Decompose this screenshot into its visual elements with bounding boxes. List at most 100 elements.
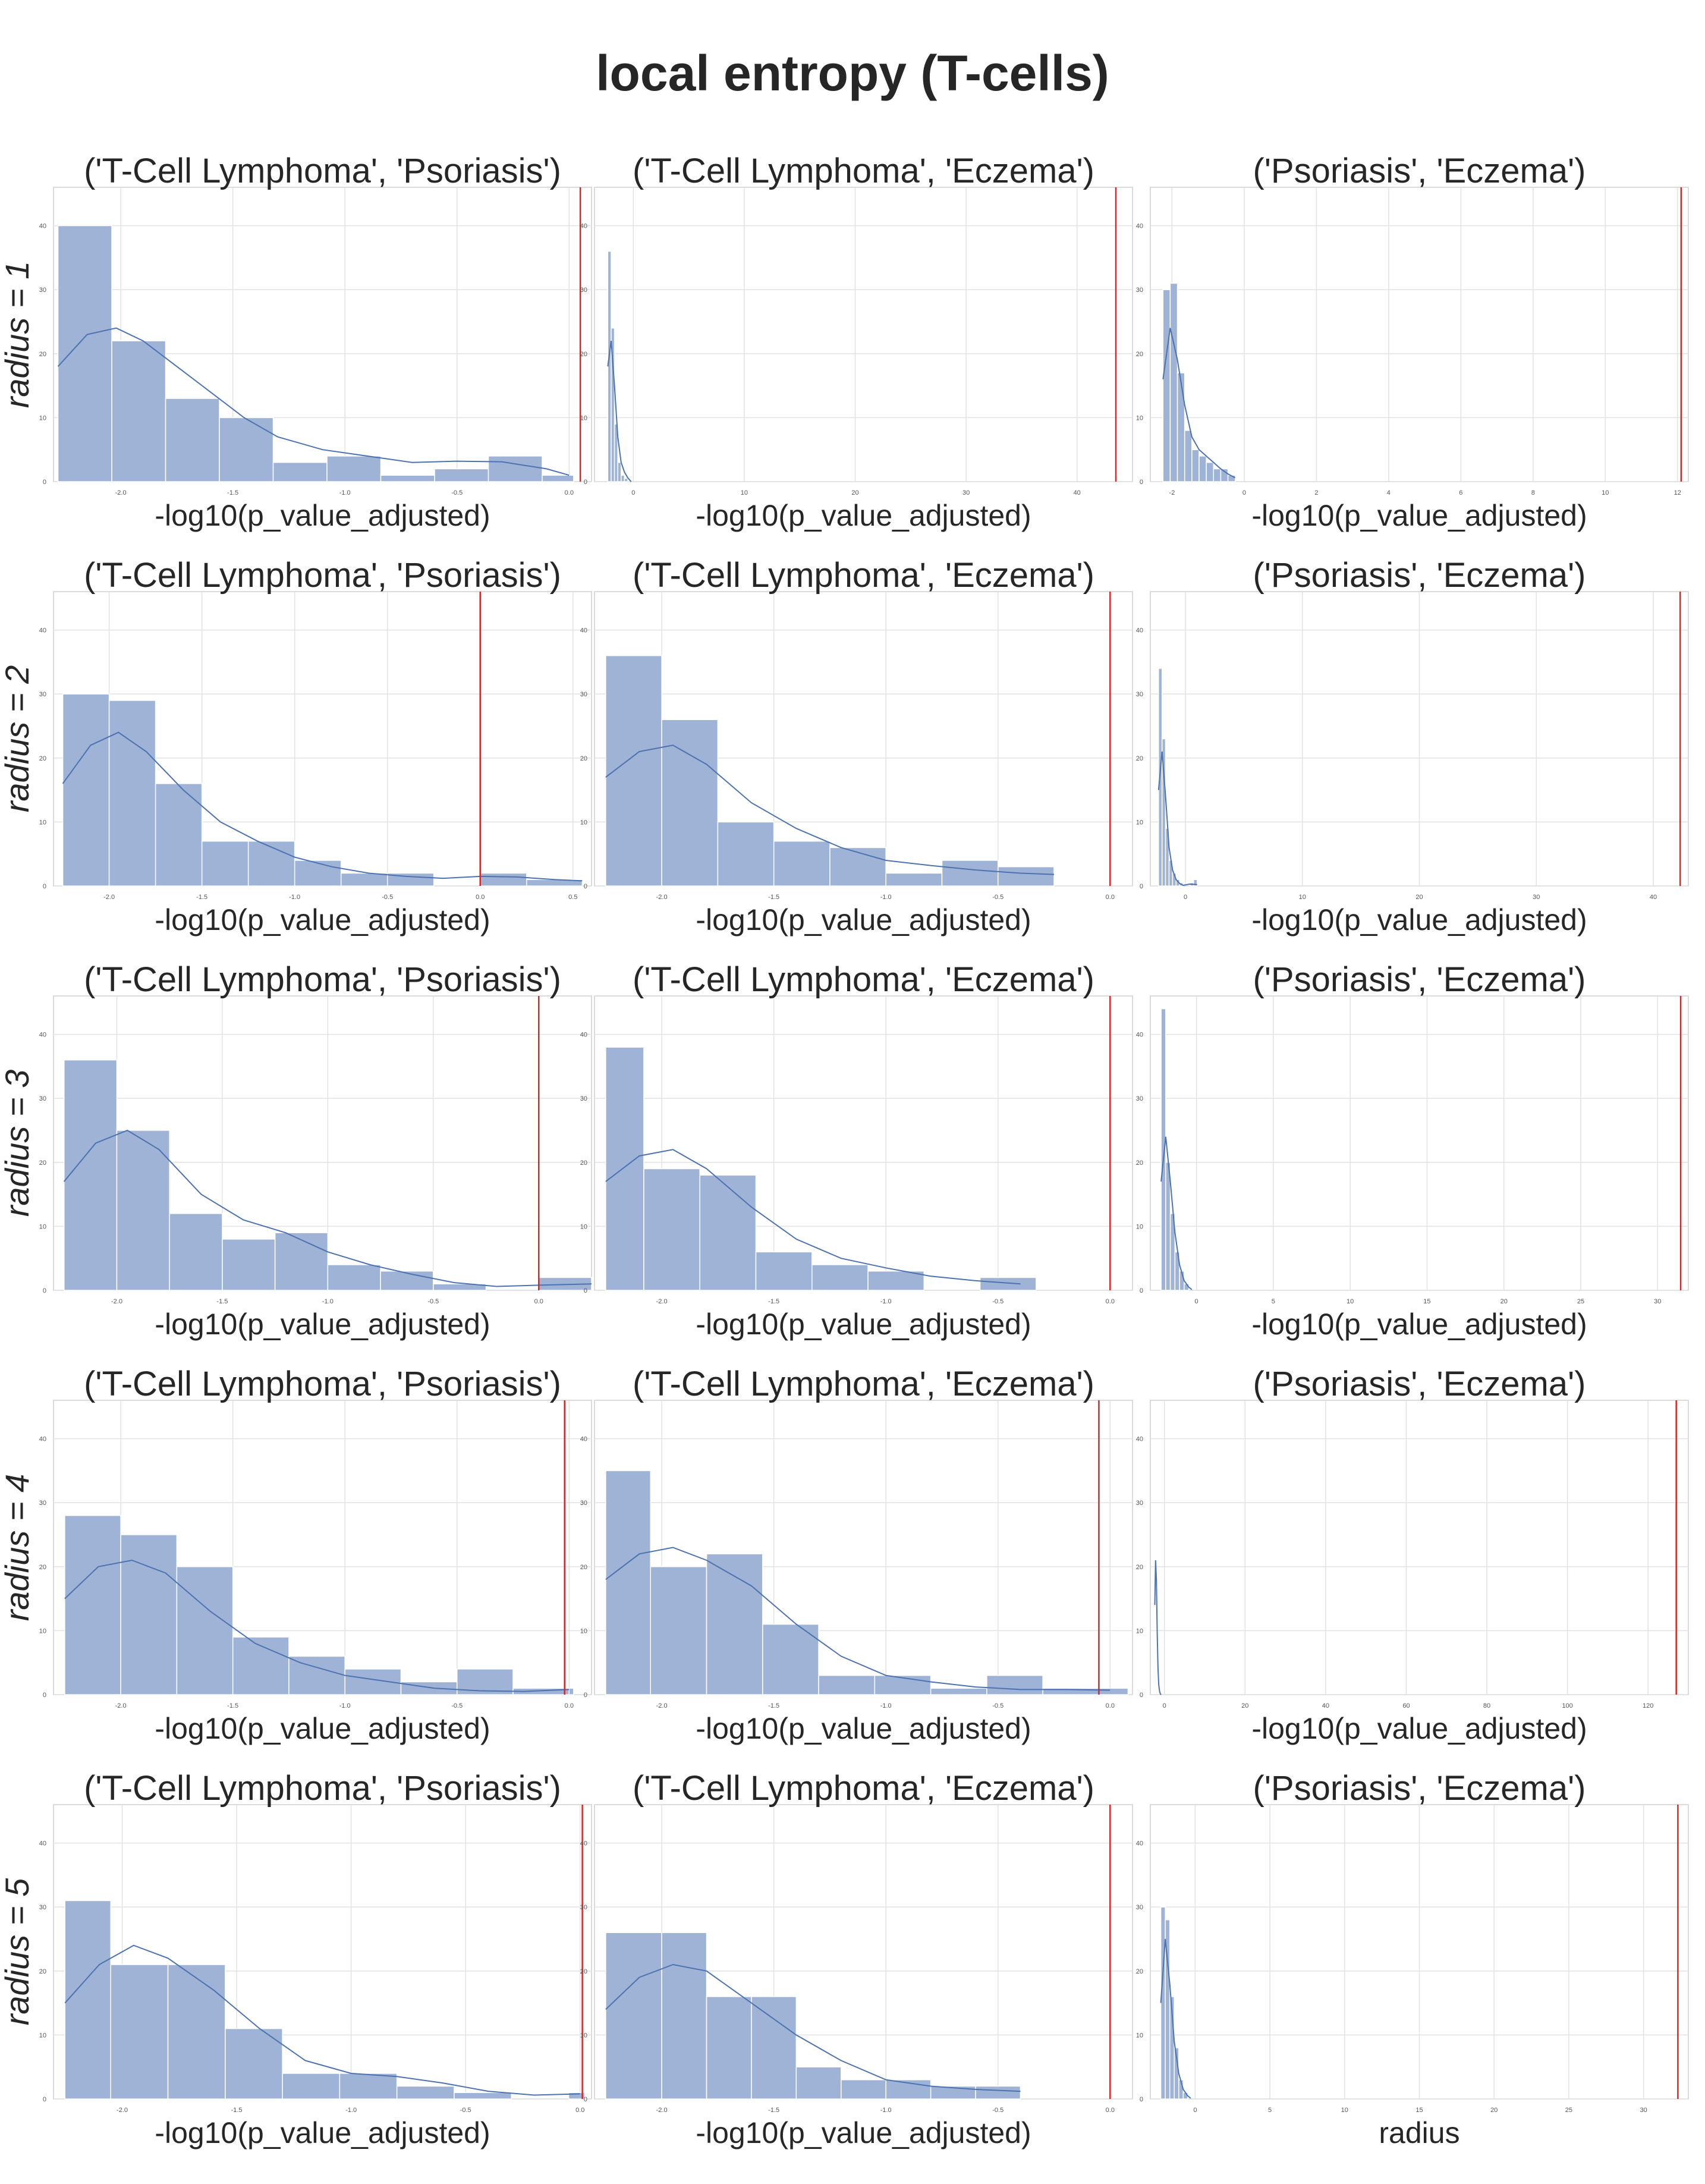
x-tick-label: -0.5 [460,2107,471,2114]
x-axis-label: -log10(p_value_adjusted) [696,499,1031,532]
kde-curve [605,1547,1111,1691]
x-tick-label: 25 [1565,2107,1572,2114]
y-tick-label: 30 [39,1904,46,1911]
histogram-bar [699,1174,757,1291]
y-tick-label: 20 [580,351,587,358]
x-tick-label: -1.5 [768,1298,779,1305]
x-tick-label: 5 [1268,2107,1272,2114]
x-tick-label: -0.5 [451,489,463,496]
y-tick-label: 30 [1136,1500,1143,1507]
kde-curve [1157,751,1197,886]
histogram-bar [986,1674,1043,1695]
x-tick-label: -1.0 [289,894,300,901]
histogram-bar [885,872,943,887]
x-tick-label: 40 [1322,1702,1329,1710]
histogram-bar [1198,455,1207,482]
x-tick-label: -2.0 [115,1702,127,1710]
x-tick-label: -2 [1169,489,1175,496]
x-tick-label: -2.0 [656,2107,668,2114]
y-tick-label: 30 [1136,691,1143,698]
row-label: radius = 1 [0,261,36,408]
y-tick-label: 10 [39,414,46,422]
y-tick-label: 20 [580,1968,587,1975]
y-tick-label: 10 [580,1627,587,1635]
y-tick-label: 40 [39,627,46,634]
y-tick-label: 20 [1136,1564,1143,1571]
y-tick-label: 10 [580,819,587,826]
subplot: 0 10 20 30 40 0 5 10 15 20 25 30 ('Psoriasis', 'Ecze… [1136,960,1689,1341]
y-tick-label: 40 [580,1840,587,1847]
y-tick-label: 30 [1136,287,1143,294]
y-tick-label: 0 [584,1692,587,1699]
x-tick-label: 20 [1500,1298,1508,1305]
subplot-title: ('T-Cell Lymphoma', 'Psoriasis') [84,960,561,999]
row-label: radius = 4 [0,1474,36,1621]
y-tick-label: 20 [1136,755,1143,762]
x-axis-label: -log10(p_value_adjusted) [155,1712,490,1745]
histogram-bar [568,1688,574,1695]
x-tick-label: 0.0 [1106,1298,1115,1305]
y-tick-label: 0 [43,479,46,486]
histogram-bar [282,2073,341,2100]
histogram-bar [169,1213,223,1291]
x-tick-label: 0 [1242,489,1246,496]
x-tick-label: 30 [1654,1298,1661,1305]
kde-curve [64,1559,570,1692]
y-tick-label: 0 [43,2096,46,2103]
x-tick-label: 0 [1193,2107,1197,2114]
y-tick-label: 40 [39,1840,46,1847]
x-tick-label: 6 [1459,489,1462,496]
subplot-title: ('T-Cell Lymphoma', 'Eczema') [633,1769,1094,1808]
subplot: 0 10 20 30 40 -2.0 -1.5 -1.0 -0.5 0.0 ('T-Cell Lym… [580,1769,1133,2150]
histogram-bar [605,1932,662,2100]
y-tick-label: 20 [39,1968,46,1975]
histogram-bar [222,1239,276,1291]
subplot-title: ('Psoriasis', 'Eczema') [1253,1769,1586,1808]
x-tick-label: -1.0 [880,894,892,901]
histogram-bar [751,1996,797,2100]
y-tick-label: 10 [1136,1627,1143,1635]
histogram-bar [1191,449,1200,482]
x-tick-label: 0 [1195,1298,1198,1305]
x-tick-label: 20 [1490,2107,1498,2114]
y-tick-label: 40 [580,223,587,230]
y-tick-label: 10 [580,414,587,422]
x-tick-label: -1.0 [322,1298,334,1305]
x-tick-label: 4 [1387,489,1391,496]
x-tick-label: -2.0 [656,894,668,901]
x-tick-label: -2.0 [111,1298,122,1305]
x-tick-label: 100 [1562,1702,1572,1710]
kde-curve [1154,1560,1162,1695]
y-tick-label: 20 [1136,1968,1143,1975]
x-tick-label: 0.0 [565,1702,574,1710]
y-tick-label: 10 [1136,2032,1143,2039]
histogram-bar [643,1168,700,1291]
histogram-bar [867,1270,925,1291]
y-tick-label: 40 [1136,1840,1143,1847]
subplot-title: ('Psoriasis', 'Eczema') [1253,556,1586,595]
y-tick-label: 30 [1136,1095,1143,1102]
y-tick-label: 20 [39,1564,46,1571]
histogram-bar [225,2028,283,2100]
x-tick-label: 20 [1241,1702,1248,1710]
histogram-bar [110,1964,169,2100]
row-labels: radius = 1 radius = 2 radius = 3 radius = 4… [0,261,36,2026]
histogram-bar [1160,1008,1166,1291]
subplot: 0 10 20 30 40 -2.0 -1.5 -1.0 -0.5 0.0 ('T-Cell Lym… [580,556,1133,937]
histogram-bar [167,1964,226,2100]
subplot: 0 10 20 30 40 -2.0 -1.5 -1.0 -0.5 0.0 ('T-Cell Lym… [39,960,592,1341]
y-tick-label: 10 [39,1627,46,1635]
x-tick-label: 15 [1415,2107,1423,2114]
histogram-bar [841,2079,886,2100]
histogram-bar [487,455,543,482]
histogram-bar [568,2092,586,2100]
y-tick-label: 40 [1136,627,1143,634]
subplot-title: ('Psoriasis', 'Eczema') [1253,1365,1586,1403]
histogram-bar [762,1623,819,1695]
histogram-bar [975,2085,1021,2100]
x-tick-label: -2.0 [656,1702,668,1710]
kde-curve [607,341,632,482]
y-tick-label: 0 [1140,1287,1143,1294]
x-tick-label: 30 [1640,2107,1647,2114]
x-tick-label: -1.0 [880,1702,892,1710]
